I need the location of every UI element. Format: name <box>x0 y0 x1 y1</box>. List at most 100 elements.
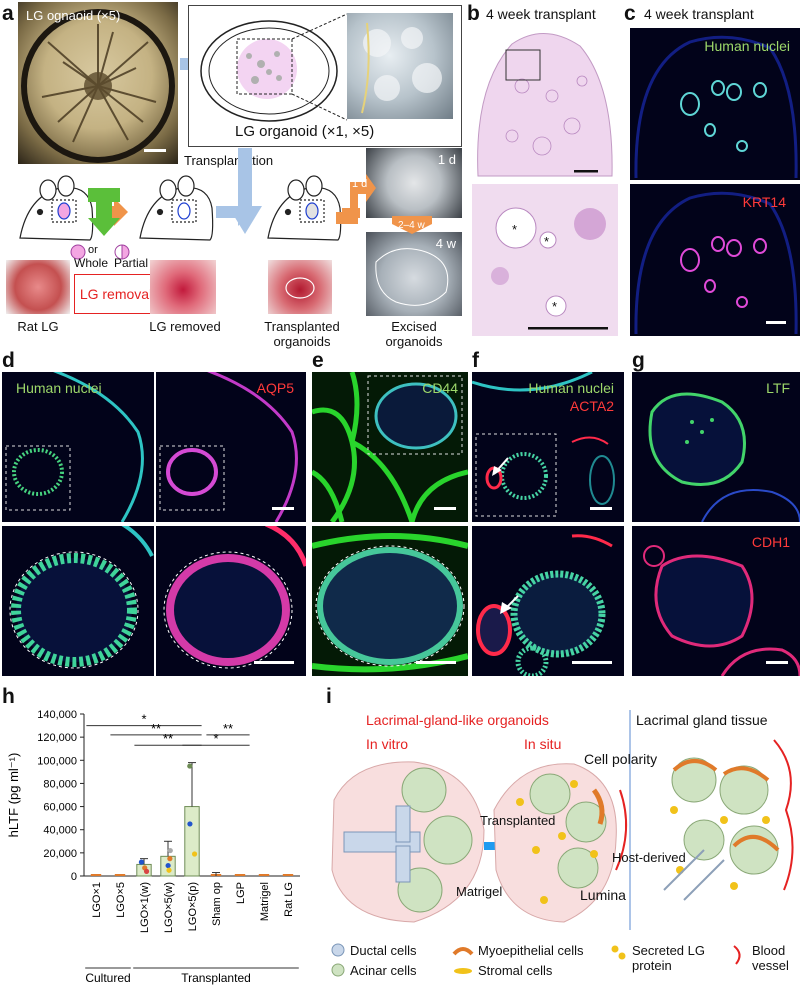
data-point <box>139 860 144 865</box>
i-legend: Ductal cells Acinar cells Myoepithelial … <box>328 938 798 990</box>
scale-bar <box>434 507 456 510</box>
fluor-e-top: CD44 <box>312 372 468 522</box>
data-point <box>166 863 171 868</box>
category-label: LGO×5(p) <box>187 882 199 931</box>
hltf-bar-chart: 0 20,000 40,000 60,000 80,000 100,000 120,000 1… <box>0 700 320 990</box>
rat-lg-photo <box>6 260 70 314</box>
scale-bar <box>766 321 786 324</box>
significance-label: * <box>213 731 218 746</box>
y-tick-label: 40,000 <box>43 825 77 837</box>
significance-label: ** <box>163 731 173 746</box>
legend-stromal: Stromal cells <box>478 963 552 978</box>
legend-myoepithelial: Myoepithelial cells <box>478 943 584 958</box>
lg-removal-box: LG removal <box>74 274 158 314</box>
y-tick-label: 20,000 <box>43 848 77 860</box>
g-stain-cdh1: CDH1 <box>752 534 790 550</box>
significance-label: * <box>141 712 146 727</box>
photo-4w: 4 w <box>366 232 462 316</box>
category-label: LGO×1 <box>91 882 103 918</box>
fluor-e-bottom <box>312 526 468 676</box>
step-transplanted: Transplanted organoids <box>252 319 352 349</box>
scale-bar <box>144 149 166 152</box>
significance-label: ** <box>151 721 161 736</box>
organoid-photo-caption: LG ognaoid (×5) <box>26 8 120 23</box>
panel-b-title: 4 week transplant <box>486 7 596 22</box>
panel-label-b: b <box>467 3 480 24</box>
i-title-right: Lacrimal gland tissue <box>636 713 768 728</box>
panel-c-title: 4 week transplant <box>644 7 754 22</box>
panel-label-c: c <box>624 3 636 24</box>
organoid-schematic <box>324 750 801 930</box>
fluor-f-top: Human nuclei ACTA2 <box>472 372 624 522</box>
data-point <box>168 848 173 853</box>
organoid-box: LG organoid (×1, ×5) <box>188 5 462 147</box>
scale-bar <box>254 661 294 664</box>
time-1d: 1 d <box>352 177 367 192</box>
i-lumina: Lumina <box>580 888 626 903</box>
y-tick-label: 60,000 <box>43 802 77 814</box>
partial-label: Partial <box>114 256 148 271</box>
data-point <box>167 856 172 861</box>
i-cell-polarity: Cell polarity <box>584 752 657 767</box>
category-label: LGO×1(w) <box>139 882 151 933</box>
c-stain-human-nuclei: Human nuclei <box>704 38 790 54</box>
photo-1d: 1 d <box>366 148 462 218</box>
step-rat-lg: Rat LG <box>17 319 58 334</box>
rat-2 <box>140 176 213 240</box>
fluor-d-top-right: AQP5 <box>156 372 306 522</box>
category-label: LGO×5 <box>115 882 127 918</box>
c-stain-krt14: KRT14 <box>743 194 786 210</box>
category-label: Sham op <box>211 882 223 926</box>
legend-blood: Blood vessel <box>752 943 798 973</box>
whole-label: Whole <box>74 256 108 271</box>
fluor-g-bottom: CDH1 <box>632 526 800 676</box>
y-axis-label: hLTF (pg ml⁻¹) <box>6 753 21 838</box>
scale-bar <box>766 661 788 664</box>
scale-bar <box>590 507 612 510</box>
scale-bar <box>272 507 294 510</box>
lg-tissue <box>664 740 793 900</box>
organoid-closeup-photo <box>347 13 453 119</box>
significance-label: ** <box>223 721 233 736</box>
transplanted-photo <box>268 260 332 314</box>
rat-3 <box>268 176 341 240</box>
g-stain-ltf: LTF <box>766 380 790 396</box>
i-transplanted: Transplanted <box>480 813 555 828</box>
bar <box>185 807 199 876</box>
he-stain-top <box>472 26 618 180</box>
f-stain-acta2: ACTA2 <box>570 398 614 414</box>
group-label: Transplanted <box>181 971 251 985</box>
fluor-d-bottom-left <box>2 526 154 676</box>
lg-removal-label: LG removal <box>80 286 152 303</box>
d-stain-human-nuclei: Human nuclei <box>16 380 102 396</box>
category-label: LGO×5(w) <box>163 882 175 933</box>
rat-1 <box>20 176 93 240</box>
category-label: Rat LG <box>283 882 295 917</box>
panel-label-g: g <box>632 350 645 371</box>
legend-ductal: Ductal cells <box>350 943 416 958</box>
y-tick-label: 100,000 <box>37 755 77 767</box>
panel-label-a: a <box>2 3 14 24</box>
data-point <box>192 851 197 856</box>
data-point <box>187 763 192 768</box>
organoid-box-caption: LG organoid (×1, ×5) <box>235 124 374 139</box>
category-label: LGP <box>235 882 247 904</box>
data-point <box>166 868 171 873</box>
legend-secreted: Secreted LG protein <box>632 943 722 973</box>
scale-bar <box>416 661 456 664</box>
step-excised: Excised organoids <box>369 319 459 349</box>
d-stain-aqp5: AQP5 <box>257 380 294 396</box>
data-point <box>187 821 192 826</box>
group-label: Cultured <box>85 971 130 985</box>
organoid-dish-photo: LG ognaoid (×5) <box>18 2 178 164</box>
y-tick-label: 140,000 <box>37 709 77 721</box>
lg-removed-photo <box>150 260 216 314</box>
fluor-g-top: LTF <box>632 372 800 522</box>
time-2-4w: 2–4 w <box>398 218 425 233</box>
y-tick-label: 0 <box>71 871 77 883</box>
f-stain-human-nuclei: Human nuclei <box>528 380 614 396</box>
organoid-dish-graphic <box>18 2 178 164</box>
legend-acinar: Acinar cells <box>350 963 416 978</box>
y-tick-label: 80,000 <box>43 778 77 790</box>
e-stain-cd44: CD44 <box>422 380 458 396</box>
